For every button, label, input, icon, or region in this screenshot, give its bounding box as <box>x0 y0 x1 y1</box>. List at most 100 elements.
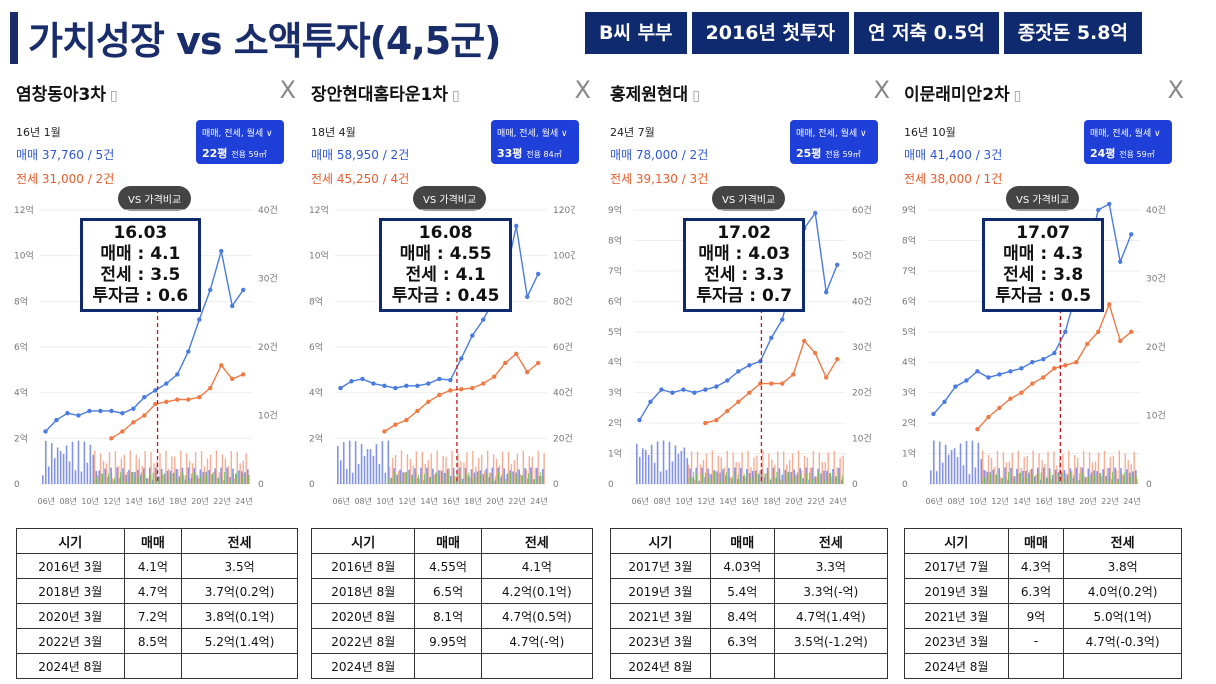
rent-volume-bar <box>1115 469 1118 484</box>
sale-volume-bar <box>686 458 689 484</box>
sale-volume-bar <box>187 467 190 484</box>
sale-volume-bar <box>104 468 106 484</box>
map-icon[interactable]: ▯ <box>451 88 460 104</box>
y2-tick-label: 20건 <box>553 433 573 444</box>
vs-compare-button[interactable]: VS 가격비교 <box>1006 186 1080 211</box>
rent-volume-bar <box>794 473 797 484</box>
sale-volume-bar <box>983 469 986 484</box>
monthly-volume-bar <box>211 473 214 484</box>
vs-compare-button[interactable]: VS 가격비교 <box>712 186 786 211</box>
y-tick-label: 10억 <box>309 250 329 262</box>
vs-compare-button[interactable]: VS 가격비교 <box>118 186 192 211</box>
sale-price-point <box>931 411 936 417</box>
pyeong-size: 24평 <box>1090 147 1116 160</box>
trade-type-select[interactable]: 매매, 전세, 월세 ∨ 24평 전용 59㎡ <box>1084 120 1172 164</box>
table-header-cell: 전세 <box>773 528 889 554</box>
monthly-volume-bar <box>504 480 506 484</box>
monthly-volume-bar <box>1111 472 1114 484</box>
close-icon[interactable]: X <box>574 76 591 104</box>
sale-volume-bar <box>482 474 485 484</box>
rent-volume-bar <box>540 475 542 484</box>
x-tick-label: 10년 <box>376 496 394 506</box>
monthly-volume-bar <box>1040 472 1042 484</box>
rent-volume-bar <box>711 450 714 484</box>
monthly-volume-bar <box>438 474 440 484</box>
rent-volume-bar <box>714 470 717 484</box>
map-icon[interactable]: ▯ <box>692 88 700 104</box>
rent-price-point <box>241 372 246 377</box>
trade-type-select[interactable]: 매매, 전세, 월세 ∨ 22평 전용 59㎡ <box>196 120 284 164</box>
close-icon[interactable]: X <box>873 76 890 104</box>
sale-price-point <box>437 376 442 382</box>
sale-price-point <box>197 317 202 322</box>
sale-price-point <box>186 349 191 354</box>
rent-volume-bar <box>1044 464 1046 484</box>
map-icon[interactable]: ▯ <box>1013 88 1022 104</box>
sale-price-point <box>964 378 969 383</box>
x-tick-label: 16년 <box>147 496 165 506</box>
rent-volume-bar <box>248 474 250 484</box>
rent-price-point <box>514 351 519 357</box>
monthly-volume-bar <box>803 480 805 484</box>
rent-volume-bar <box>132 471 134 484</box>
monthly-volume-bar <box>397 474 399 484</box>
rent-volume-bar <box>117 466 120 484</box>
table-header-cell: 전세 <box>1063 528 1182 554</box>
annotation-line: 투자금 : 0.7 <box>696 286 793 306</box>
monthly-volume-bar <box>1108 476 1111 484</box>
rent-volume-bar <box>421 451 423 484</box>
x-tick-label: 22년 <box>807 496 825 506</box>
map-icon[interactable]: ▯ <box>110 88 118 104</box>
monthly-volume-bar <box>155 478 157 484</box>
monthly-volume-bar <box>773 476 775 484</box>
rent-volume-bar <box>472 450 474 484</box>
size-label: 24평 전용 59㎡ <box>1090 145 1155 161</box>
rent-volume-bar <box>1035 474 1037 484</box>
monthly-volume-bar <box>542 475 544 484</box>
sale-volume-bar <box>1108 467 1110 484</box>
y2-tick-label: 20건 <box>852 388 872 399</box>
sale-volume-bar <box>728 468 730 484</box>
rent-price-point <box>1052 366 1057 371</box>
size-label: 22평 전용 59㎡ <box>202 145 267 161</box>
monthly-volume-bar <box>734 472 736 484</box>
rent-price-point <box>131 420 136 425</box>
close-icon[interactable]: X <box>1167 76 1184 104</box>
rent-volume-bar <box>194 451 197 484</box>
sale-volume-bar <box>668 441 671 484</box>
rent-volume-bar <box>448 468 450 484</box>
close-icon[interactable]: X <box>279 76 296 104</box>
table-cell: 3.3억 <box>773 553 889 579</box>
monthly-volume-bar <box>134 478 136 484</box>
sale-price-point <box>393 385 398 391</box>
table-row: 2018년 3월 4.7억 3.7억(0.2억) <box>16 578 298 604</box>
sale-price-point <box>997 372 1002 377</box>
rent-volume-bar <box>981 450 984 484</box>
monthly-volume-bar <box>474 476 476 484</box>
x-tick-label: 16년 <box>442 496 460 506</box>
rent-price-point <box>426 399 431 404</box>
x-tick-label: 22년 <box>1101 496 1119 506</box>
monthly-volume-bar <box>185 474 187 484</box>
trade-type-select[interactable]: 매매, 전세, 월세 ∨ 25평 전용 59㎡ <box>790 120 878 164</box>
vs-compare-button[interactable]: VS 가격비교 <box>413 186 487 211</box>
rent-volume-bar <box>821 461 824 484</box>
y-tick-label: 7억 <box>608 265 622 277</box>
monthly-volume-bar <box>746 472 748 484</box>
x-tick-label: 06년 <box>925 496 943 506</box>
rent-volume-bar <box>427 460 429 484</box>
sale-volume-bar <box>1126 469 1128 484</box>
rent-volume-bar <box>842 455 844 484</box>
y2-tick-label: 50건 <box>852 251 872 262</box>
monthly-volume-bar <box>232 473 234 484</box>
sale-volume-bar <box>935 471 938 484</box>
trade-type-select[interactable]: 매매, 전세, 월세 ∨ 33평 전용 84㎡ <box>491 120 579 164</box>
apartment-name-text: 홍제원현대 <box>610 85 689 105</box>
rent-volume-bar <box>1074 455 1076 484</box>
table-header-cell: 매매 <box>123 528 183 554</box>
rent-volume-bar <box>424 463 426 484</box>
rent-price-point <box>813 350 818 356</box>
table-cell: 2018년 8월 <box>310 578 416 604</box>
monthly-volume-bar <box>800 475 802 484</box>
sale-price-point <box>404 383 409 389</box>
